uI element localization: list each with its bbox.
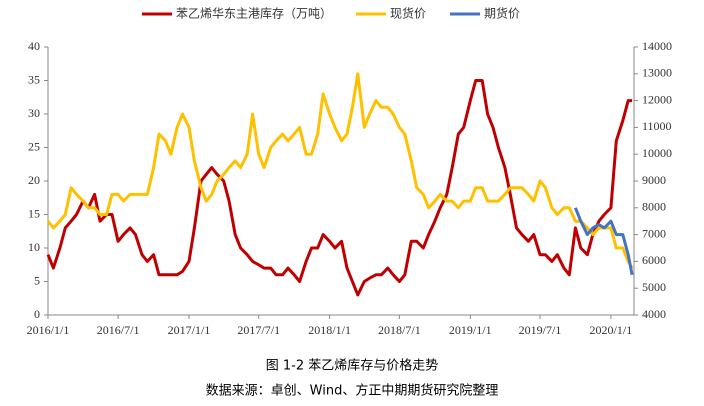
x-tick-label: 2018/1/1	[308, 323, 351, 337]
legend-label: 苯乙烯华东主港库存（万吨）	[176, 6, 332, 21]
x-tick-label: 2017/7/1	[237, 323, 280, 337]
y-tick-label: 30	[28, 106, 40, 120]
y2-tick-label: 12000	[642, 92, 672, 106]
y-tick-label: 10	[28, 240, 40, 254]
y2-tick-label: 5000	[642, 280, 666, 294]
x-tick-label: 2018/7/1	[378, 323, 421, 337]
y-tick-label: 40	[28, 39, 40, 53]
series-line	[46, 72, 634, 269]
y2-tick-label: 8000	[642, 200, 666, 214]
x-tick-label: 2019/1/1	[449, 323, 492, 337]
series-line	[574, 207, 634, 276]
x-tick-label: 2016/1/1	[27, 323, 70, 337]
y-tick-label: 5	[34, 273, 40, 287]
y-tick-label: 0	[34, 307, 40, 321]
x-tick-label: 2019/7/1	[519, 323, 562, 337]
y2-tick-label: 11000	[642, 119, 672, 133]
y-tick-label: 25	[28, 139, 40, 153]
y2-tick-label: 4000	[642, 307, 666, 321]
y2-tick-label: 10000	[642, 146, 672, 160]
x-tick-label: 2016/7/1	[97, 323, 140, 337]
y-tick-label: 35	[28, 72, 40, 86]
legend-label: 现货价	[390, 6, 426, 21]
series-line	[46, 79, 633, 297]
y-tick-label: 15	[28, 206, 40, 220]
y2-tick-label: 7000	[642, 226, 666, 240]
y2-tick-label: 9000	[642, 173, 666, 187]
y2-tick-label: 13000	[642, 66, 672, 80]
caption: 图 1-2 苯乙烯库存与价格走势	[266, 358, 439, 374]
y-tick-label: 20	[28, 173, 40, 187]
source: 数据来源：卓创、Wind、方正中期期货研究院整理	[206, 383, 499, 399]
legend-label: 期货价	[484, 6, 520, 21]
x-tick-label: 2020/1/1	[590, 323, 633, 337]
y2-tick-label: 14000	[642, 39, 672, 53]
x-tick-label: 2017/1/1	[168, 323, 211, 337]
y2-tick-label: 6000	[642, 253, 666, 267]
